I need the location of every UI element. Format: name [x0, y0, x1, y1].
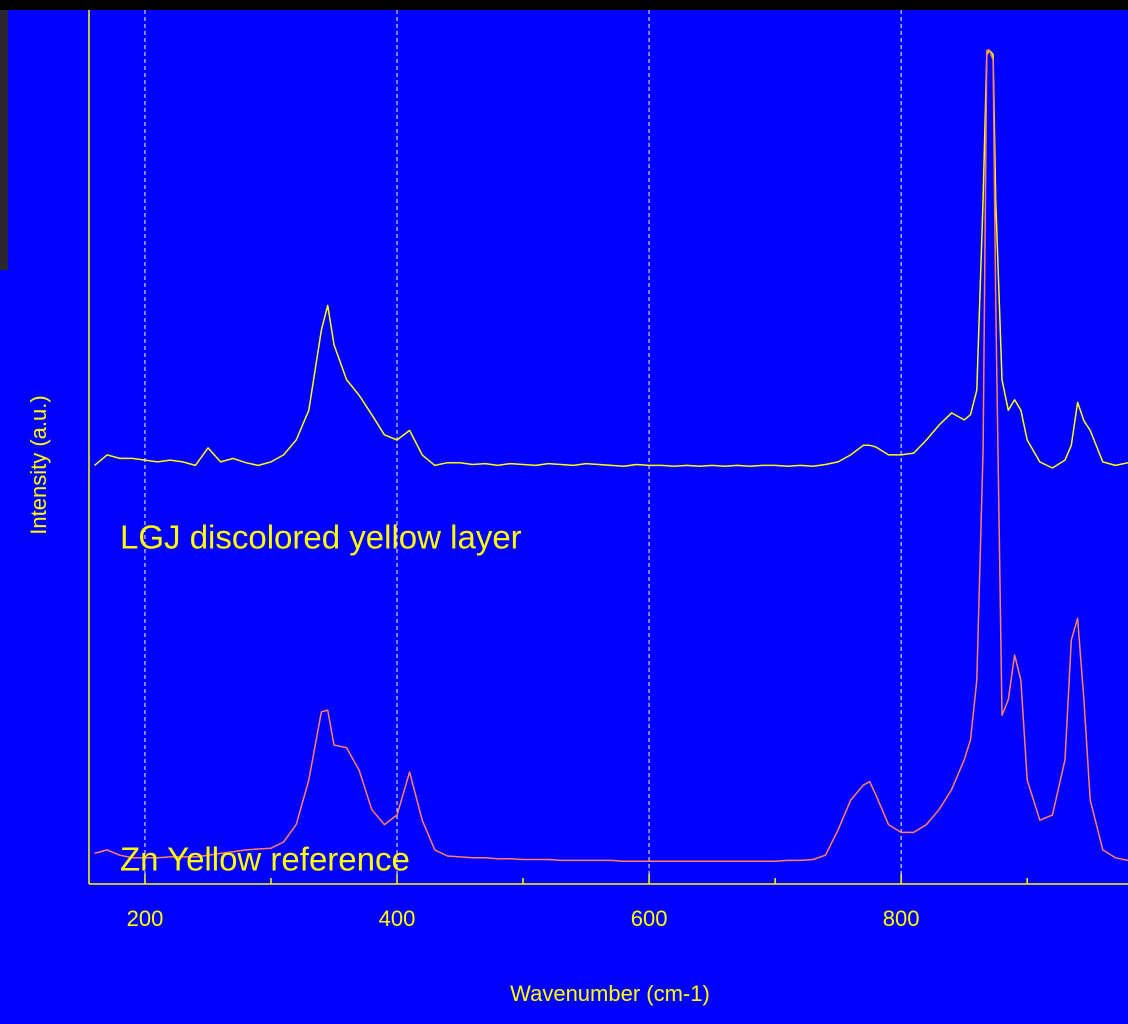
- x-tick-label: 200: [127, 906, 164, 931]
- spectrum-line: [94, 49, 1128, 863]
- x-tick-label: 400: [379, 906, 416, 931]
- photo-edge: [0, 10, 8, 270]
- ticks: 200 400 600 800: [127, 874, 1028, 931]
- plot-lines: [94, 49, 1128, 863]
- x-axis-title: Wavenumber (cm-1): [510, 981, 710, 1006]
- grid: [144, 10, 902, 884]
- x-tick-label: 600: [631, 906, 668, 931]
- x-tick-label: 800: [883, 906, 920, 931]
- y-axis-title: Intensity (a.u.): [26, 395, 51, 534]
- series-label: Zn Yellow reference: [120, 841, 410, 878]
- series-label: LGJ discolored yellow layer: [120, 519, 522, 556]
- background: [0, 10, 1128, 1024]
